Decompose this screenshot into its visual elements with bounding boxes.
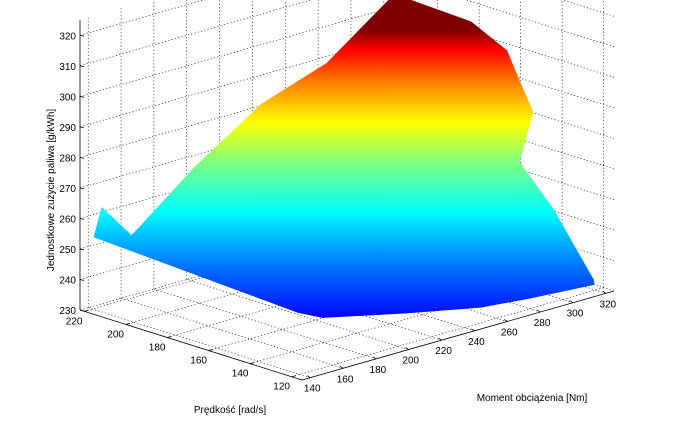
y-tick-label: 220 (435, 346, 452, 357)
z-tick-label: 300 (59, 92, 76, 103)
y-tick-label: 320 (599, 299, 616, 310)
z-tick-mark (79, 248, 85, 251)
x-axis-label: Prędkość [rad/s] (194, 405, 266, 416)
z-tick-mark (79, 218, 85, 220)
x-tick-label: 220 (66, 316, 83, 327)
z-tick-mark (79, 95, 85, 98)
x-tick-mark (167, 336, 172, 338)
floor-grid-line (88, 307, 311, 378)
z-axis-label: Jednostkowe zużycie paliwa [g/kWh] (46, 109, 57, 272)
x-tick-mark (208, 349, 213, 351)
x-tick-label: 180 (149, 342, 166, 353)
y-tick-mark (306, 375, 311, 378)
x-tick-label: 120 (273, 382, 290, 393)
z-tick-mark (79, 156, 85, 159)
y-tick-label: 180 (370, 365, 387, 376)
y-tick-label: 260 (501, 327, 518, 338)
y-tick-label: 140 (304, 384, 321, 395)
z-tick-mark (79, 279, 85, 281)
z-tick-label: 320 (59, 31, 76, 42)
y-tick-mark (602, 291, 607, 294)
z-tick-mark (79, 187, 85, 190)
z-tick-label: 290 (59, 123, 76, 134)
y-tick-mark (569, 300, 574, 304)
floor-grid-line (186, 279, 409, 350)
surface-layer (93, 0, 595, 318)
y-axis-label: Moment obciążenia [Nm] (477, 393, 588, 404)
z-tick-mark (79, 65, 85, 68)
z-tick-label: 260 (59, 214, 76, 225)
z-tick-label: 310 (59, 62, 76, 73)
x-tick-label: 200 (107, 329, 124, 340)
z-tick-mark (79, 126, 85, 129)
floor-grid-line (120, 298, 344, 369)
y-axis-line (301, 290, 615, 381)
y-tick-mark (536, 309, 541, 313)
z-tick-label: 250 (59, 245, 76, 256)
y-tick-label: 280 (534, 318, 551, 329)
floor-grid-line (153, 288, 376, 360)
side-wall-grid-line (79, 0, 205, 36)
y-tick-mark (372, 356, 377, 360)
z-tick-label: 230 (59, 306, 76, 317)
y-tick-label: 160 (337, 374, 354, 385)
y-tick-mark (438, 337, 442, 341)
x-tick-label: 160 (190, 356, 207, 367)
back-wall-grid-line (464, 0, 615, 48)
tick-labels: 120 140 160 180 200 220 140 160 180 200 220 240 260 2… (59, 31, 616, 394)
x-tick-mark (84, 309, 89, 312)
x-tick-mark (125, 323, 130, 325)
x-tick-mark (250, 362, 255, 365)
surface-patch (93, 0, 595, 318)
x-axis-line (79, 309, 303, 381)
z-tick-mark (79, 34, 85, 37)
y-tick-mark (405, 347, 409, 350)
z-tick-label: 240 (59, 275, 76, 286)
y-tick-mark (339, 365, 344, 369)
y-tick-mark (471, 328, 475, 332)
y-tick-label: 200 (402, 356, 419, 367)
y-tick-label: 300 (567, 309, 584, 320)
y-tick-label: 240 (468, 337, 485, 348)
y-tick-mark (504, 319, 508, 322)
z-tick-label: 270 (59, 184, 76, 195)
z-tick-label: 280 (59, 153, 76, 164)
x-tick-label: 140 (232, 369, 249, 380)
z-tick-mark (79, 309, 85, 312)
x-tick-mark (291, 375, 296, 378)
